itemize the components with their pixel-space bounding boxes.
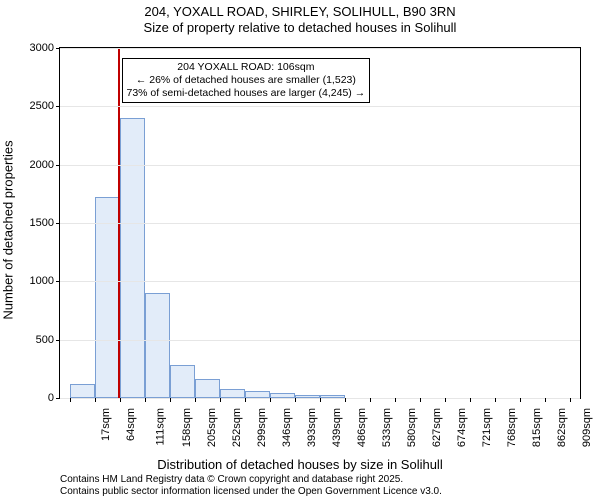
x-tick-label: 721sqm <box>481 408 493 447</box>
y-tick-mark <box>56 165 60 166</box>
gridline <box>60 165 580 166</box>
figure: 204, YOXALL ROAD, SHIRLEY, SOLIHULL, B90… <box>0 0 600 500</box>
x-tick-mark <box>470 398 471 402</box>
y-tick-mark <box>56 223 60 224</box>
x-tick-mark <box>320 398 321 402</box>
gridline <box>60 340 580 341</box>
y-tick-mark <box>56 48 60 49</box>
x-tick-mark <box>70 398 71 402</box>
gridline <box>60 223 580 224</box>
x-tick-mark <box>520 398 521 402</box>
x-tick-mark <box>220 398 221 402</box>
histogram-bar <box>70 384 95 398</box>
histogram-bar <box>145 293 170 398</box>
x-tick-label: 346sqm <box>281 408 293 447</box>
title-block: 204, YOXALL ROAD, SHIRLEY, SOLIHULL, B90… <box>0 4 600 35</box>
gridline <box>60 281 580 282</box>
x-tick-label: 862sqm <box>556 408 568 447</box>
y-tick-mark <box>56 340 60 341</box>
y-tick-label: 0 <box>48 392 54 404</box>
annotation-line: 204 YOXALL ROAD: 106sqm <box>127 61 366 74</box>
x-tick-label: 486sqm <box>356 408 368 447</box>
histogram-bar <box>95 197 120 398</box>
x-tick-label: 111sqm <box>155 408 167 446</box>
x-tick-label: 815sqm <box>531 408 543 447</box>
x-tick-mark <box>245 398 246 402</box>
x-tick-mark <box>270 398 271 402</box>
y-tick-label: 3000 <box>30 42 54 54</box>
x-tick-label: 158sqm <box>181 408 193 447</box>
histogram-bar <box>170 365 195 398</box>
y-tick-label: 500 <box>36 334 54 346</box>
x-tick-label: 17sqm <box>100 408 112 441</box>
x-tick-mark <box>370 398 371 402</box>
y-tick-mark <box>56 281 60 282</box>
title-line-2: Size of property relative to detached ho… <box>0 20 600 36</box>
annotation-line: 73% of semi-detached houses are larger (… <box>127 87 366 100</box>
y-tick-mark <box>56 106 60 107</box>
y-tick-label: 1500 <box>30 217 54 229</box>
x-tick-label: 768sqm <box>506 408 518 447</box>
y-tick-label: 2000 <box>30 159 54 171</box>
y-tick-label: 2500 <box>30 100 54 112</box>
title-line-1: 204, YOXALL ROAD, SHIRLEY, SOLIHULL, B90… <box>0 4 600 20</box>
x-tick-label: 64sqm <box>125 408 137 441</box>
x-tick-label: 299sqm <box>256 408 268 447</box>
gridline <box>60 48 580 49</box>
x-tick-mark <box>345 398 346 402</box>
x-tick-mark <box>545 398 546 402</box>
x-tick-label: 252sqm <box>231 408 243 447</box>
footnote-line-1: Contains HM Land Registry data © Crown c… <box>60 474 580 486</box>
x-tick-mark <box>295 398 296 402</box>
x-tick-label: 627sqm <box>431 408 443 447</box>
footnote-line-2: Contains public sector information licen… <box>60 486 580 498</box>
x-tick-label: 205sqm <box>206 408 218 447</box>
x-axis-label: Distribution of detached houses by size … <box>0 457 600 472</box>
y-axis-label: Number of detached properties <box>1 140 16 319</box>
x-tick-label: 674sqm <box>456 408 468 447</box>
x-tick-mark <box>445 398 446 402</box>
histogram-bar <box>195 379 220 398</box>
histogram-bar <box>120 118 145 398</box>
gridline <box>60 106 580 107</box>
annotation-line: ← 26% of detached houses are smaller (1,… <box>127 74 366 87</box>
x-tick-mark <box>120 398 121 402</box>
annotation-box: 204 YOXALL ROAD: 106sqm← 26% of detached… <box>122 58 371 103</box>
x-tick-mark <box>420 398 421 402</box>
footnote: Contains HM Land Registry data © Crown c… <box>60 474 580 498</box>
x-tick-mark <box>145 398 146 402</box>
y-tick-label: 1000 <box>30 275 54 287</box>
x-tick-mark <box>570 398 571 402</box>
histogram-bar <box>220 389 245 398</box>
x-tick-mark <box>495 398 496 402</box>
histogram-bar <box>245 391 270 398</box>
y-tick-mark <box>56 398 60 399</box>
x-tick-mark <box>395 398 396 402</box>
x-tick-label: 439sqm <box>331 408 343 447</box>
x-tick-label: 393sqm <box>306 408 318 447</box>
plot-area: 204 YOXALL ROAD: 106sqm← 26% of detached… <box>60 48 580 398</box>
x-tick-mark <box>170 398 171 402</box>
x-tick-mark <box>195 398 196 402</box>
x-tick-label: 533sqm <box>381 408 393 447</box>
x-tick-label: 909sqm <box>581 408 593 447</box>
x-tick-label: 580sqm <box>406 408 418 447</box>
x-tick-mark <box>95 398 96 402</box>
